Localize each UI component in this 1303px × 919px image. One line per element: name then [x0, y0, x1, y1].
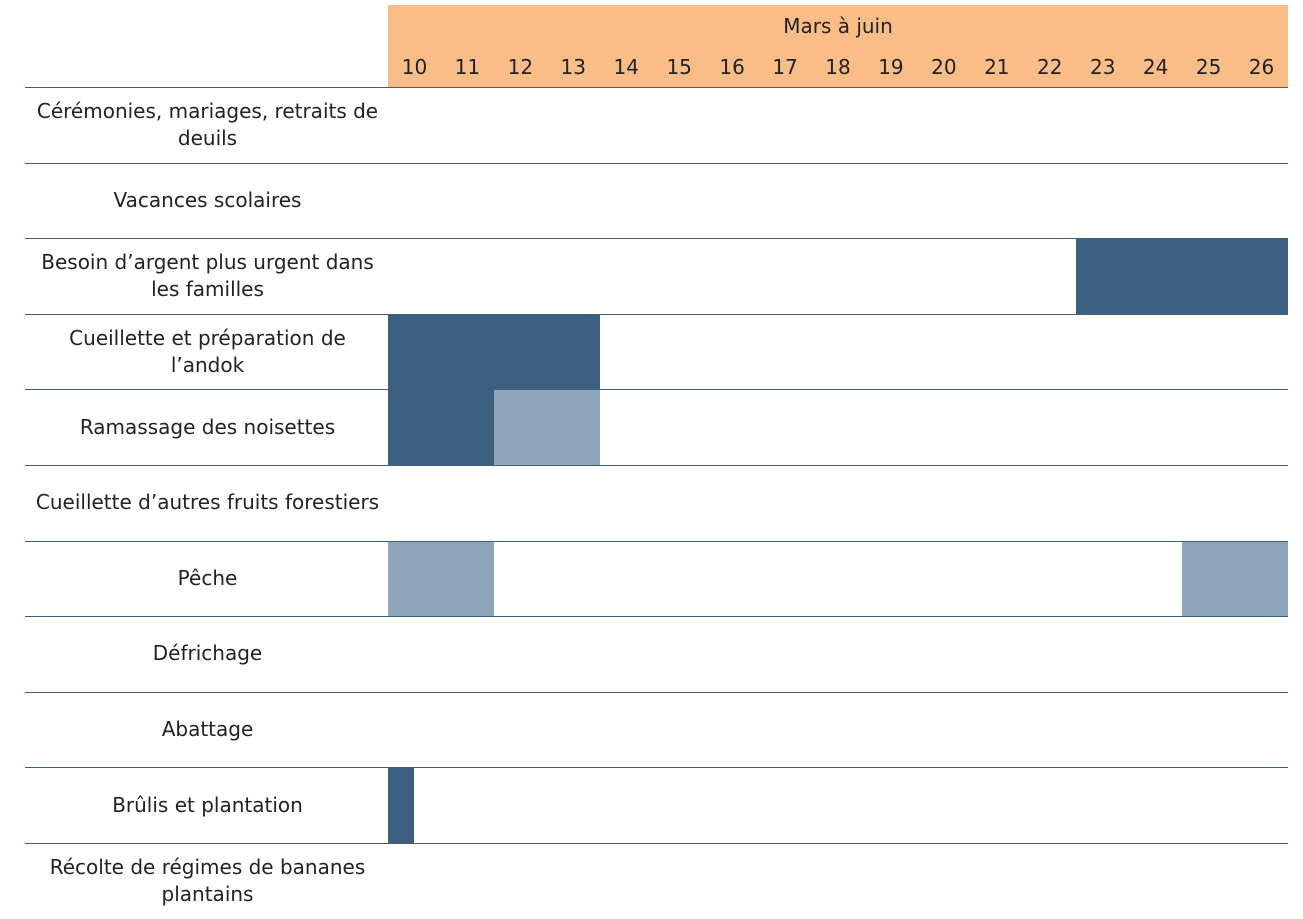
x-tick-label: 11 [454, 55, 481, 79]
row-separator [25, 691, 1288, 693]
x-tick-label: 20 [931, 55, 957, 79]
header-title: Mars à juin [783, 14, 893, 38]
x-tick-label: 15 [666, 55, 692, 79]
row-label: Brûlis et plantation [112, 792, 303, 817]
row-separator [25, 162, 1288, 164]
row-label: Besoin d’argent plus urgent dans les fam… [41, 249, 374, 301]
x-tick-label: 19 [878, 55, 904, 79]
row-label: Ramassage des noisettes [79, 414, 336, 439]
row-label: Vacances scolaires [113, 187, 302, 212]
row-label: Défrichage [152, 641, 263, 666]
x-tick-label: 16 [719, 55, 745, 79]
header-band [388, 5, 1288, 87]
row-separator [25, 238, 1288, 240]
segment [1076, 238, 1288, 314]
x-tick-label: 24 [1142, 55, 1169, 79]
segment [388, 540, 494, 617]
row-label: Cueillette et préparation de l’andok [69, 325, 346, 377]
x-tick-label: 25 [1195, 55, 1222, 79]
row-label: Abattage [161, 717, 254, 742]
segment [388, 389, 494, 465]
row-separator [25, 389, 1288, 391]
x-tick-label: 10 [401, 55, 428, 79]
x-tick-label: 26 [1248, 55, 1275, 79]
x-tick-label: 23 [1089, 55, 1116, 79]
row-label: Récolte de régimes de bananes plantains [49, 854, 366, 906]
row-separator [25, 465, 1288, 466]
x-tick-label: 18 [825, 55, 851, 79]
row-separator [25, 87, 1288, 88]
row-label: Cérémonies, mariages, retraits de deuils [36, 98, 379, 150]
x-tick-label: 13 [560, 55, 586, 79]
x-tick-label: 14 [613, 55, 639, 79]
segment [388, 313, 600, 390]
row-separator [25, 313, 1288, 315]
x-tick-label: 12 [507, 55, 534, 79]
row-label: Pêche [177, 565, 238, 590]
segment [388, 767, 415, 843]
segment [1182, 540, 1288, 617]
x-tick-label: 17 [772, 55, 798, 79]
row-separator [25, 843, 1288, 844]
row-separator [25, 616, 1288, 618]
segment [493, 389, 600, 465]
row-label: Cueillette d’autres fruits forestiers [35, 490, 380, 515]
x-tick-label: 22 [1037, 55, 1063, 79]
row-separator [25, 767, 1288, 769]
row-separator [25, 540, 1288, 542]
x-tick-label: 21 [984, 55, 1010, 79]
